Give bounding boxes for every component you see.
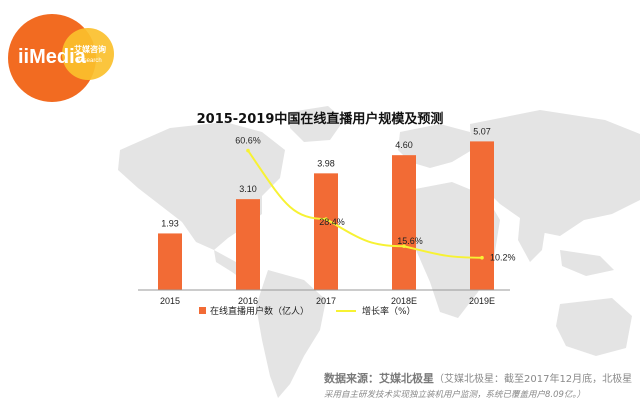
x-tick-label-2015: 2015 (160, 296, 180, 306)
bar-value-label-2019E: 5.07 (473, 126, 491, 136)
legend: 在线直播用户数（亿人） 增长率（%） (199, 305, 416, 317)
x-tick-label-2019E: 2019E (469, 296, 495, 306)
growth-point-2019E (480, 255, 484, 260)
growth-line-group: 60.6% 28.4% 15.6% 10.2% (235, 136, 515, 263)
x-tick-label-2016: 2016 (238, 296, 258, 306)
source-note: 数据来源：艾媒北极星（艾媒北极星：截至2017年12月底，北极星 采用自主研发技… (324, 370, 632, 400)
source-note-line1: （艾媒北极星：截至2017年12月底，北极星 (434, 374, 633, 385)
logo-brand-text: iiMedia (18, 46, 87, 68)
bar-2019E (470, 141, 494, 290)
bar-2018E (392, 155, 416, 290)
bar-2016 (236, 199, 260, 290)
bar-value-label-2016: 3.10 (239, 184, 257, 194)
logo-sub-text: Research (76, 58, 102, 64)
logo-badge-text: 艾媒咨询 (74, 44, 106, 54)
x-tick-label-2018E: 2018E (391, 296, 417, 306)
chart-title: 2015-2019中国在线直播用户规模及预测 (196, 112, 444, 127)
growth-rate-line (247, 150, 483, 259)
bars-group: 1.93 3.10 3.98 4.60 5.07 (158, 126, 494, 290)
growth-label-2017: 28.4% (319, 217, 345, 227)
growth-label-2019E: 10.2% (490, 253, 516, 263)
bar-value-label-2018E: 4.60 (395, 140, 413, 150)
growth-label-2016: 60.6% (235, 136, 261, 146)
legend-label-users: 在线直播用户数（亿人） (210, 305, 309, 317)
legend-swatch-users (199, 307, 206, 314)
source-note-line2: 采用自主研发技术实现独立装机用户监测，系统已覆盖用户8.09亿。） (324, 390, 586, 400)
x-tick-labels: 2015 2016 2017 2018E 2019E (160, 296, 495, 306)
growth-point-2016 (246, 148, 250, 153)
iimedia-logo: iiMedia 艾媒咨询 Research (8, 14, 114, 102)
growth-point-2018E (402, 244, 406, 249)
source-label: 数据来源：艾媒北极星 (324, 372, 434, 385)
bar-value-label-2017: 3.98 (317, 158, 335, 168)
bar-2015 (158, 233, 182, 290)
x-tick-label-2017: 2017 (316, 296, 336, 306)
bar-value-label-2015: 1.93 (161, 218, 179, 228)
growth-point-2017 (324, 217, 328, 221)
legend-label-growth: 增长率（%） (362, 305, 416, 317)
growth-label-2018E: 15.6% (397, 236, 423, 246)
bar-2017 (314, 173, 338, 290)
